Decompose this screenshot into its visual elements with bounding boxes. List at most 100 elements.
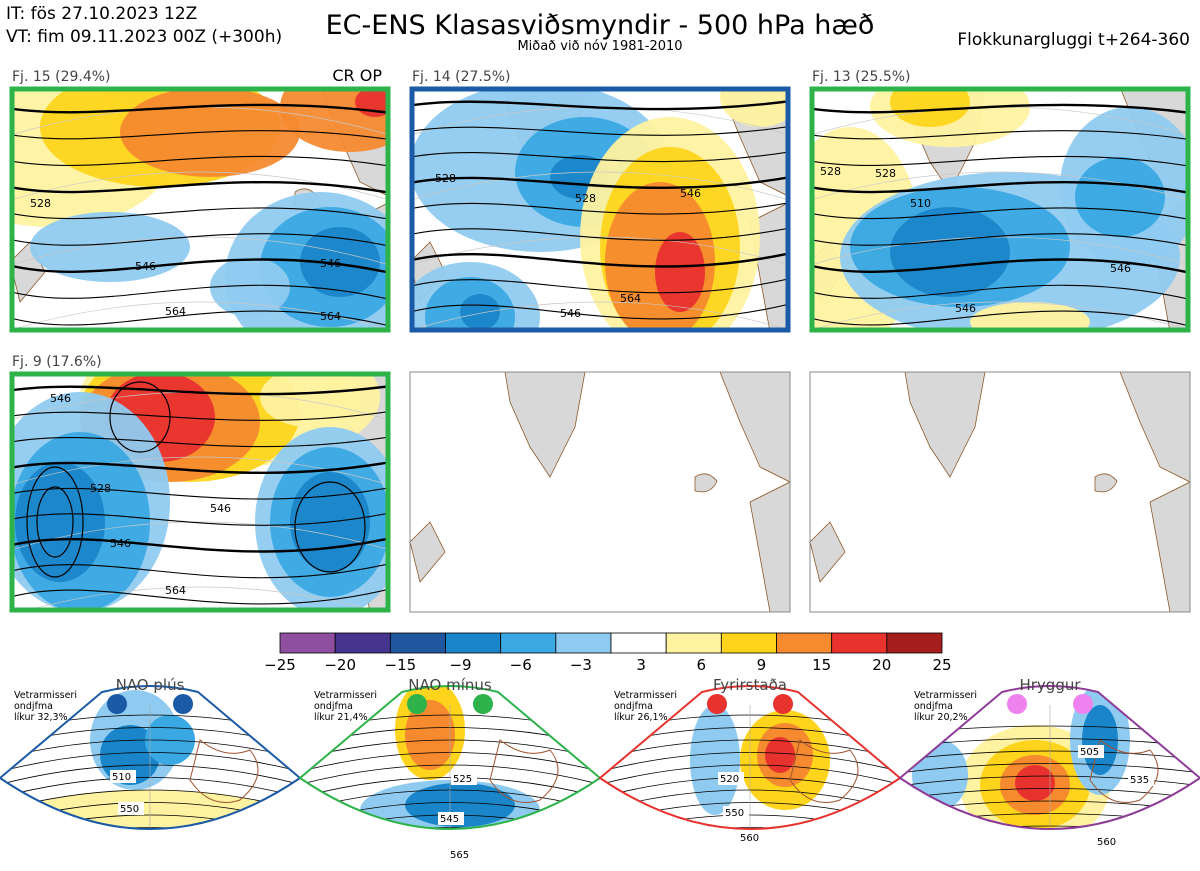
cluster-panel-5 (409, 371, 791, 613)
anomaly-blob-6 (890, 207, 1010, 297)
colorbar: −25 −20 −15 −9 −6 −3 3 6 9 15 20 25 (264, 632, 952, 674)
regime-coastline (489, 739, 559, 803)
anomaly-blob-10 (655, 232, 705, 312)
height-contour (410, 227, 790, 241)
regime-dot-left (407, 694, 427, 714)
height-contour (10, 155, 390, 167)
greenland-land (504, 372, 586, 478)
height-contour (410, 201, 790, 215)
height-contour (10, 512, 390, 526)
regime-blob-8 (1010, 845, 1050, 865)
contour-label: 528 (875, 167, 896, 180)
regime-info-line: Vetrarmisseri (914, 690, 977, 701)
graticule-line (10, 456, 390, 486)
scandinavia-land (1119, 372, 1190, 483)
contour-label: 546 (210, 502, 231, 515)
scandinavia-land (719, 372, 790, 483)
colorbar-tick: −3 (570, 656, 592, 674)
regime-4: 505 535 560 Hryggur Vetrarmisseriondjfmalíku… (890, 676, 1200, 871)
height-contour (10, 310, 390, 327)
regime-contour-label: 560 (740, 833, 759, 844)
regime-label-bg (448, 848, 474, 861)
regime-label-bg (110, 770, 136, 783)
colorbar-tick: 9 (757, 656, 767, 674)
anomaly-blob-6 (460, 294, 500, 330)
panel-label: Fj. 15 (29.4%) (12, 69, 111, 85)
colorbar-swatch-10 (776, 632, 833, 654)
regime-contour (0, 840, 310, 865)
contour-label: 546 (955, 302, 976, 315)
colorbar-tick: −6 (510, 656, 532, 674)
low-center-contour (109, 381, 171, 453)
regime-3: 520 550 560 Fyrirstaða Vetrarmisseriondjfmal… (598, 676, 902, 844)
regime-info-line: Vetrarmisseri (14, 690, 77, 701)
regime-contour-label: 505 (1080, 747, 1099, 758)
cluster-panel-4: 546 528 546 546 564 510 (9, 371, 391, 613)
colorbar-tick: 6 (696, 656, 706, 674)
regime-contour-label: 550 (725, 808, 744, 819)
regime-label-bg (118, 802, 144, 815)
panel-label: Fj. 9 (17.6%) (12, 354, 102, 370)
regime-label-bg (1095, 835, 1121, 848)
page-title: EC-ENS Klasasviðsmyndir - 500 hPa hæð (325, 10, 875, 41)
height-contour (410, 151, 790, 163)
regime-border (0, 685, 302, 830)
panel-border (9, 371, 391, 613)
cluster-panel-1: 528 546 546 564 564 (9, 86, 391, 333)
colorbar-tick: 20 (872, 656, 891, 674)
anomaly-blob-11 (720, 87, 790, 127)
height-contour (810, 207, 1190, 221)
europe-land (1149, 481, 1190, 612)
contour-label: 528 (435, 172, 456, 185)
regime-contour-label: 565 (450, 850, 469, 861)
colorbar-tick: 15 (812, 656, 831, 674)
height-contour (410, 303, 790, 320)
regime-1: 510 550 NAO plús Vetrarmisseriondjfmalíkur … (0, 676, 310, 865)
anomaly-blob-9 (30, 212, 190, 282)
regime-border (598, 685, 902, 830)
regime-map (890, 686, 1200, 871)
colorbar-swatch-7 (610, 632, 667, 654)
regime-dot-right (773, 694, 793, 714)
anomaly-blob-8 (300, 227, 380, 297)
height-contour (410, 251, 790, 268)
colorbar-swatch-12 (886, 632, 943, 654)
graticule-line (810, 301, 1190, 331)
contour-label: 564 (620, 292, 641, 305)
regime-border (898, 685, 1200, 830)
graticule-line (410, 236, 790, 266)
colorbar-swatch-4 (445, 632, 502, 654)
height-contour (810, 155, 1190, 167)
regime-border (298, 685, 602, 830)
graticule-line (10, 521, 390, 551)
regime-label-bg (723, 806, 749, 819)
height-contour (10, 562, 390, 579)
colorbar-swatch-9 (720, 632, 777, 654)
panel-map: 528 528 546 546 564 (410, 87, 790, 332)
regime-label-bg (738, 831, 764, 844)
height-contour (810, 130, 1190, 141)
page-subtitle: Miðað við nóv 1981-2010 (517, 39, 683, 54)
cluster-panel-3: 510 528 528 546 546 (809, 86, 1191, 333)
panel-badge: CR OP (332, 66, 382, 85)
regime-label-bg (451, 772, 477, 785)
regime-info-line: Vetrarmisseri (314, 690, 377, 701)
regime-contour (890, 864, 1200, 871)
cluster-panel-2: 528 528 546 546 564 (409, 86, 791, 333)
colorbar-swatch-6 (555, 632, 612, 654)
graticule-line (410, 171, 790, 201)
contour-label: 546 (50, 392, 71, 405)
regime-blob-4 (765, 737, 795, 773)
panel-background (410, 372, 790, 612)
colorbar-swatch-5 (500, 632, 557, 654)
contour-label: 546 (1110, 262, 1131, 275)
regime-info-line: líkur 32,3% (14, 712, 68, 723)
height-contour (810, 284, 1190, 301)
low-center-contour (36, 486, 74, 558)
height-contour (410, 175, 790, 189)
height-contour (410, 125, 790, 136)
low-center-contour (294, 481, 366, 573)
europe-land (749, 481, 790, 612)
